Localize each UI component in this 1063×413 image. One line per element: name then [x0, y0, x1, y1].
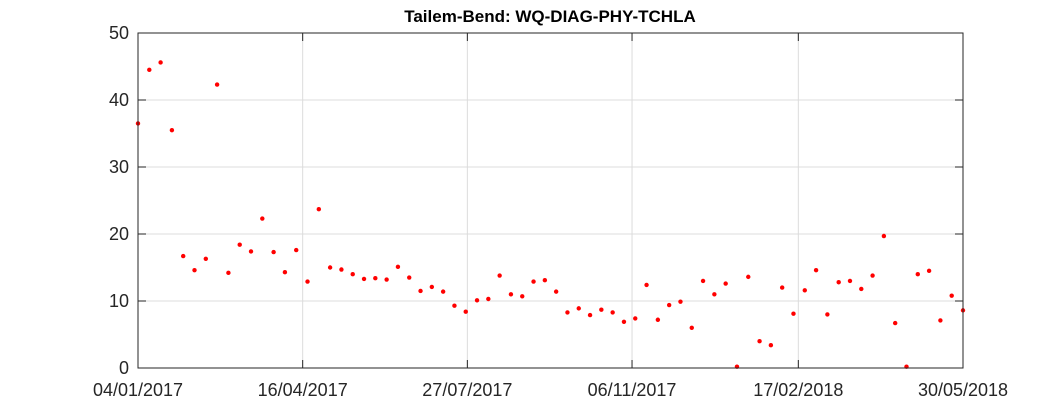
data-point	[497, 273, 502, 278]
data-point	[214, 82, 220, 87]
data-point	[949, 293, 954, 298]
data-point	[689, 325, 694, 330]
data-point	[339, 267, 344, 272]
data-point	[452, 303, 457, 308]
data-point	[418, 288, 423, 294]
data-point	[791, 311, 796, 316]
x-tick-label: 27/07/2017	[422, 380, 512, 400]
data-point	[226, 270, 231, 276]
data-point	[768, 343, 774, 348]
data-point	[158, 60, 163, 65]
data-point	[576, 306, 581, 311]
data-point	[700, 278, 706, 284]
y-tick-label: 0	[119, 358, 129, 378]
x-tick-label: 30/05/2018	[918, 380, 1008, 400]
data-point	[463, 309, 468, 314]
data-point	[802, 288, 807, 293]
data-point	[203, 256, 209, 261]
data-point	[633, 316, 638, 321]
y-axis-tick-labels: 0 10 20 30 40 50	[109, 23, 129, 378]
data-point	[282, 269, 288, 275]
x-axis-tick-labels: 04/01/2017 16/04/2017 27/07/2017 06/11/2017…	[93, 380, 1008, 400]
data-point	[655, 317, 661, 322]
data-point	[350, 272, 355, 277]
data-point	[599, 307, 604, 312]
data-point	[305, 279, 310, 284]
data-point	[678, 299, 683, 304]
data-point	[384, 277, 389, 282]
data-point	[847, 278, 853, 284]
data-point	[361, 276, 367, 282]
data-points	[135, 60, 966, 369]
data-point	[621, 319, 627, 324]
axes-frame	[137, 32, 964, 369]
y-tick-label: 40	[109, 90, 129, 110]
x-tick-label: 06/11/2017	[588, 380, 677, 400]
data-point	[271, 249, 276, 255]
data-point	[779, 285, 785, 290]
x-tick-label: 16/04/2017	[258, 380, 348, 400]
data-point	[926, 268, 932, 274]
data-point	[429, 284, 435, 290]
data-point	[565, 310, 570, 315]
data-point	[147, 67, 152, 73]
chart-title: Tailem-Bend: WQ-DIAG-PHY-TCHLA	[404, 7, 696, 26]
data-point	[508, 292, 514, 297]
data-point	[813, 267, 819, 273]
data-point	[486, 296, 491, 302]
y-tick-label: 20	[109, 224, 129, 244]
data-point	[666, 302, 672, 308]
data-point	[169, 127, 175, 133]
data-point	[520, 294, 525, 299]
data-point	[881, 233, 887, 239]
data-point	[712, 292, 717, 297]
data-point	[474, 298, 480, 303]
data-point	[757, 339, 762, 344]
data-point	[260, 216, 265, 221]
data-point	[440, 289, 446, 294]
data-point	[237, 242, 242, 247]
x-tick-label: 17/02/2018	[753, 380, 843, 400]
data-point	[192, 267, 197, 273]
data-point	[395, 264, 401, 270]
data-point	[407, 275, 412, 280]
data-point	[587, 312, 593, 318]
data-point	[373, 276, 378, 281]
data-point	[892, 320, 898, 326]
data-point	[746, 274, 751, 280]
y-tick-label: 30	[109, 157, 129, 177]
data-point	[870, 273, 875, 278]
y-tick-label: 50	[109, 23, 129, 43]
data-point	[610, 310, 615, 315]
plot-area	[135, 32, 966, 369]
data-point	[248, 249, 254, 254]
axis-ticks	[137, 32, 964, 369]
x-tick-label: 04/01/2017	[93, 380, 183, 400]
data-point	[531, 279, 536, 284]
data-point	[294, 247, 299, 253]
data-point	[825, 312, 830, 317]
data-point	[553, 289, 559, 294]
data-point	[836, 280, 841, 285]
data-point	[915, 272, 920, 277]
data-point	[644, 282, 649, 288]
data-point	[723, 281, 728, 286]
data-point	[181, 253, 186, 259]
data-point	[938, 318, 943, 323]
y-tick-label: 10	[109, 291, 129, 311]
data-point	[859, 286, 864, 292]
data-point	[316, 207, 322, 212]
data-point	[542, 278, 548, 283]
axes-background	[137, 32, 964, 369]
grid-lines	[138, 33, 963, 368]
data-point	[327, 265, 333, 270]
